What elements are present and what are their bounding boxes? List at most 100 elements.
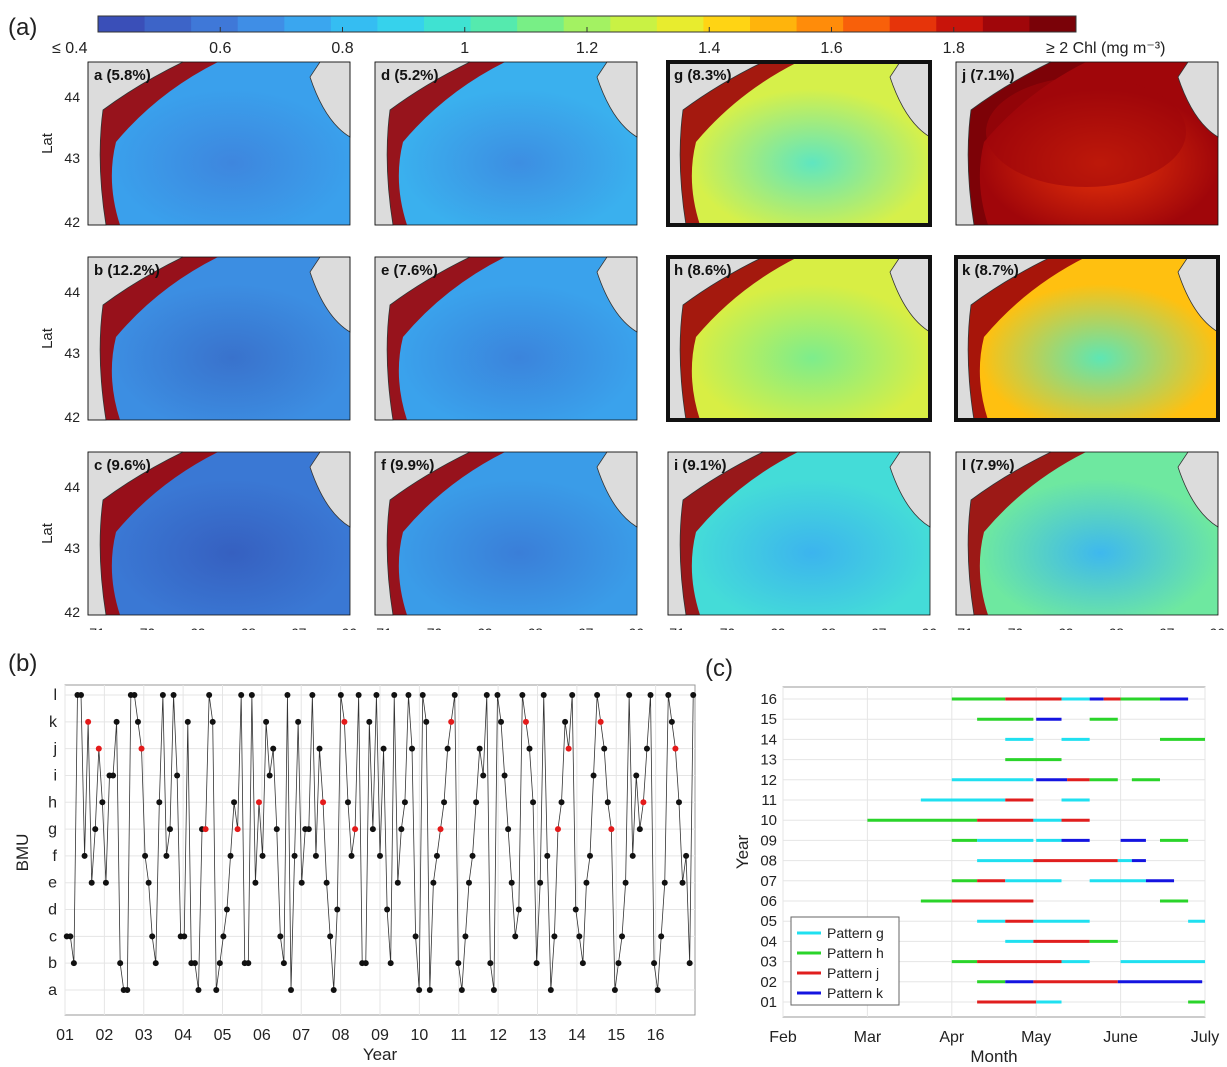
map-frame [374,61,638,226]
bmu-point [544,852,551,859]
map-frame [954,255,1220,422]
bmu-point [295,718,302,725]
map-lon-tick-label: −67 [283,625,307,630]
bmu-point [142,852,149,859]
y-tick-label: 05 [760,913,777,930]
map-lon-tick-label: −68 [232,625,256,630]
x-tick-label: 08 [332,1027,350,1044]
bmu-point [498,718,505,725]
map-frame [955,451,1219,616]
map-panel-k: k (8.7%) [954,255,1220,422]
panel-letter-c: (c) [705,655,733,682]
map-lon-tick-label: −70 [419,625,443,630]
bmu-point [398,826,405,833]
land-mass-west [87,256,184,421]
coastal-high-chl-band [668,257,798,420]
map-lon-tick-label: −68 [519,625,543,630]
bmu-point [298,879,305,886]
y-axis-label: Year [733,834,752,869]
x-tick-label: 09 [371,1027,389,1044]
bmu-point [113,718,120,725]
colorbar-tick-label: 1 [460,40,469,57]
x-tick-label: June [1103,1029,1138,1046]
bmu-point [220,933,227,940]
bmu-point [163,852,170,859]
bmu-point [679,879,686,886]
bmu-point [419,692,426,698]
land-mass-west [955,61,1052,226]
bmu-point [206,692,213,698]
bmu-point [690,692,697,698]
bmu-point [547,987,554,993]
map-lon-tick-label: −66 [620,625,644,630]
land-mass-west [955,451,1052,616]
y-tick-label: f [53,848,58,865]
pattern-gantt-chart: Feb Mar Apr May June July 01 02 03 04 05 06 07 08 09 10… [733,686,1219,1066]
y-tick-label: i [53,767,57,784]
colorbar-tick-label: 1.2 [576,40,598,57]
bmu-point [665,692,672,698]
bmu-point [601,745,608,752]
coastal-high-chl-band [375,452,505,615]
bmu-point [209,718,216,725]
bmu-point [643,745,650,752]
map-lat-axis-label: Lat [39,327,56,349]
bmu-point [572,906,579,913]
colorbar-swatch [144,16,192,32]
coastal-high-chl-band [375,257,505,420]
map-panel-e: e (7.6%) [374,256,638,421]
bmu-point [167,826,173,833]
colorbar: ≤ 0.4 0.6 0.8 1 1.2 1.4 1.6 1.8 ≥ 2 Chl (mg m⁻³) [52,15,1165,57]
bmu-point [597,718,604,725]
bmu-point [202,826,209,833]
bmu-point [152,960,159,967]
map-frame [955,61,1219,226]
map-lon-tick-label: −67 [863,625,887,630]
bmu-point [487,960,494,967]
map-panel-label: g (8.3%) [674,67,732,84]
x-tick-label: 12 [489,1027,507,1044]
bmu-point [195,987,202,993]
bmu-point [533,960,540,967]
map-panel-i: i (9.1%) [667,451,931,616]
y-tick-label: 02 [760,974,777,991]
map-lon-tick-label: −69 [762,625,786,630]
bmu-point [380,745,387,752]
land-mass-west [87,61,184,226]
bmu-point [277,933,284,940]
y-tick-label: g [48,821,57,838]
bmu-point [615,960,622,967]
bmu-point [494,692,501,698]
bmu-point [156,799,163,806]
map-frame [374,256,638,421]
bmu-point [647,692,654,698]
bmu-point [651,960,658,967]
colorbar-swatch [610,16,658,32]
bmu-point [426,987,433,993]
bmu-point [661,879,668,886]
bmu-point [145,879,152,886]
colorbar-swatch [1029,16,1077,32]
bmu-point [341,718,348,725]
bmu-point [473,799,480,806]
map-lat-tick-label: 43 [64,345,80,361]
land-mass-west [667,451,764,616]
colorbar-swatch [563,16,611,32]
bmu-point [583,879,590,886]
bmu-point [465,879,472,886]
bmu-point [85,718,92,725]
bmu-point [213,987,220,993]
x-tick-label: July [1191,1029,1219,1046]
bmu-point [316,745,323,752]
map-panel-j: j (7.1%) [955,61,1219,226]
bmu-point [252,879,259,886]
bmu-point [352,826,359,833]
bmu-point [231,799,238,806]
y-tick-label: 13 [760,752,777,769]
bmu-point [273,826,280,833]
bmu-point [384,906,391,913]
map-lon-tick-label: −70 [132,625,156,630]
bmu-point [377,852,383,859]
bmu-point [391,692,398,698]
map-panel-label: c (9.6%) [94,457,151,474]
